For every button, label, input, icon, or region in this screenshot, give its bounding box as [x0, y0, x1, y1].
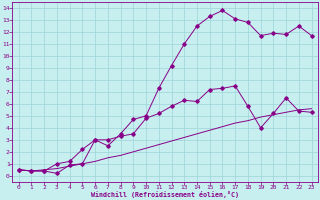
- X-axis label: Windchill (Refroidissement éolien,°C): Windchill (Refroidissement éolien,°C): [91, 191, 239, 198]
